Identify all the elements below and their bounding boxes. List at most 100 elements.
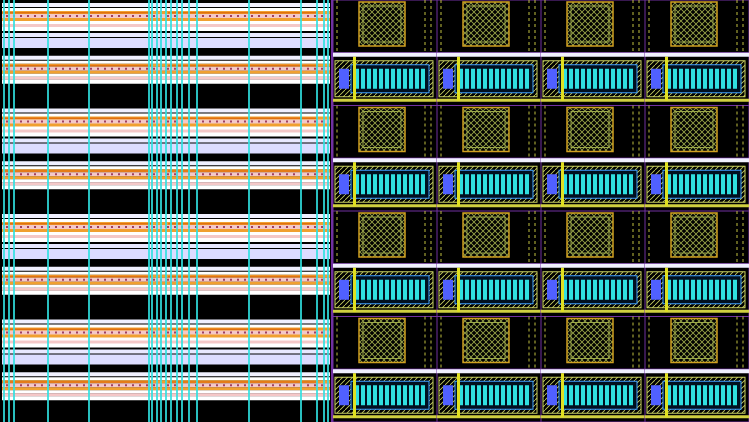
bus xyxy=(437,98,541,102)
via xyxy=(27,226,29,228)
cyan-wire xyxy=(8,0,10,422)
transistor xyxy=(697,279,701,300)
via xyxy=(146,278,148,281)
transistor xyxy=(513,385,517,406)
via xyxy=(314,173,316,176)
via xyxy=(223,331,225,334)
rail xyxy=(2,170,152,172)
via xyxy=(279,278,281,281)
via xyxy=(153,120,155,123)
via xyxy=(20,67,22,70)
transistor xyxy=(519,174,523,195)
transistor xyxy=(385,385,389,406)
via xyxy=(83,331,85,334)
via xyxy=(230,278,232,281)
via xyxy=(209,67,211,70)
transistor xyxy=(587,174,591,195)
pad xyxy=(462,212,510,258)
via xyxy=(244,278,246,281)
via xyxy=(55,384,57,387)
via xyxy=(62,384,64,387)
transistor xyxy=(477,68,481,89)
via xyxy=(251,278,253,281)
via xyxy=(167,384,169,387)
via xyxy=(293,278,295,281)
post xyxy=(561,267,564,312)
via xyxy=(97,120,99,123)
via xyxy=(321,15,323,17)
transistor xyxy=(691,68,695,89)
cyan-wire xyxy=(160,0,162,422)
transistor xyxy=(459,174,463,195)
supply-rail xyxy=(541,263,645,268)
bus xyxy=(333,309,437,313)
via xyxy=(118,226,120,228)
via xyxy=(76,67,78,70)
via xyxy=(139,278,141,281)
via xyxy=(90,278,92,281)
via xyxy=(314,15,316,17)
cyan-wire xyxy=(13,0,15,422)
via xyxy=(20,226,22,228)
transistor xyxy=(593,279,597,300)
transistor xyxy=(361,279,365,300)
post xyxy=(353,373,356,418)
transistor xyxy=(471,68,475,89)
pad xyxy=(566,317,614,364)
via xyxy=(216,67,218,70)
transistor xyxy=(403,279,407,300)
transistor xyxy=(465,385,469,406)
transistor xyxy=(501,68,505,89)
via xyxy=(174,278,176,281)
transistor xyxy=(379,68,383,89)
via xyxy=(118,173,120,176)
via xyxy=(258,384,260,387)
via xyxy=(55,15,57,17)
via xyxy=(286,331,288,334)
transistor xyxy=(697,385,701,406)
transistor xyxy=(569,385,573,406)
via xyxy=(321,278,323,281)
rail xyxy=(168,223,318,225)
via xyxy=(167,173,169,176)
transistor xyxy=(391,68,395,89)
via xyxy=(321,331,323,334)
transistor xyxy=(373,174,377,195)
via xyxy=(62,67,64,70)
transistor xyxy=(459,279,463,300)
cyan-wire xyxy=(316,0,318,422)
via xyxy=(83,384,85,387)
transistor xyxy=(715,279,719,300)
via xyxy=(104,173,106,176)
input-block xyxy=(651,385,661,406)
via xyxy=(139,384,141,387)
bus xyxy=(645,309,749,313)
via xyxy=(216,226,218,228)
via xyxy=(34,120,36,123)
transistor xyxy=(563,279,567,300)
input-block xyxy=(339,279,349,300)
post xyxy=(457,162,460,207)
pad xyxy=(670,106,718,153)
transistor xyxy=(507,279,511,300)
via xyxy=(244,15,246,17)
supply-rail xyxy=(541,158,645,163)
transistor xyxy=(409,174,413,195)
transistor xyxy=(385,174,389,195)
pad-inner xyxy=(570,5,610,43)
via xyxy=(251,173,253,176)
via xyxy=(62,15,64,17)
pad-inner xyxy=(570,111,610,148)
input-block xyxy=(339,68,349,89)
transistor xyxy=(367,279,371,300)
via xyxy=(34,226,36,228)
via xyxy=(139,67,141,70)
via xyxy=(244,226,246,228)
via xyxy=(209,331,211,334)
cyan-wire xyxy=(148,0,150,422)
pad-inner xyxy=(362,111,402,148)
via xyxy=(202,384,204,387)
transistor xyxy=(391,385,395,406)
transistor xyxy=(715,68,719,89)
